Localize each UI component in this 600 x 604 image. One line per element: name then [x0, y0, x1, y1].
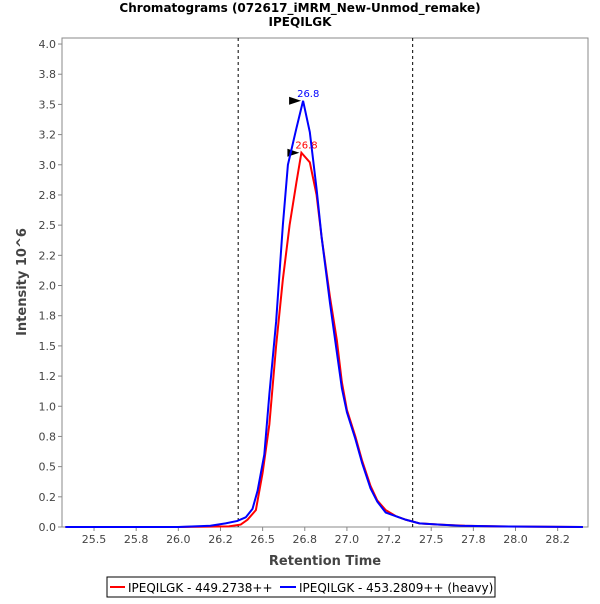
y-tick-label: 0.2 — [39, 491, 57, 504]
plot-area — [61, 37, 589, 528]
y-tick-label: 3.2 — [39, 129, 57, 142]
x-tick-label: 26.8 — [293, 533, 318, 546]
y-tick-label: 3.5 — [39, 98, 57, 111]
x-tick-label: 27.2 — [377, 533, 402, 546]
x-tick-label: 26.2 — [208, 533, 233, 546]
x-tick-label: 27.5 — [419, 533, 444, 546]
series-line-1 — [65, 100, 583, 528]
y-tick-label: 3.0 — [39, 159, 57, 172]
y-tick-label: 1.8 — [39, 310, 57, 323]
peak-label: 26.8 — [295, 141, 317, 152]
y-tick-label: 1.5 — [39, 340, 57, 353]
y-tick-label: 0.5 — [39, 461, 57, 474]
y-tick-label: 2.8 — [39, 189, 57, 202]
x-axis-label: Retention Time — [269, 554, 381, 569]
y-axis-label: Intensity 10^6 — [15, 228, 30, 336]
y-tick-label: 0.8 — [39, 430, 57, 443]
y-tick-label: 2.0 — [39, 280, 57, 293]
x-tick-label: 26.0 — [166, 533, 191, 546]
y-tick-label: 3.8 — [39, 68, 57, 81]
x-tick-label: 27.8 — [461, 533, 486, 546]
legend — [106, 576, 496, 598]
legend-label-heavy: IPEQILGK - 453.2809++ (heavy) — [299, 581, 493, 595]
x-tick-label: 28.2 — [545, 533, 570, 546]
legend-label-light: IPEQILGK - 449.2738++ — [128, 581, 273, 595]
x-tick-label: 27.0 — [335, 533, 360, 546]
peak-marker-icon — [289, 96, 302, 105]
x-tick-label: 25.8 — [124, 533, 149, 546]
x-tick-label: 25.5 — [82, 533, 107, 546]
y-tick-label: 4.0 — [39, 38, 57, 51]
y-tick-label: 2.2 — [39, 249, 57, 262]
y-tick-label: 0.0 — [39, 521, 57, 534]
y-tick-label: 1.0 — [39, 400, 57, 413]
peak-label: 26.8 — [297, 89, 319, 100]
y-tick-label: 1.2 — [39, 370, 57, 383]
x-tick-label: 26.5 — [250, 533, 275, 546]
y-tick-label: 2.5 — [39, 219, 57, 232]
x-tick-label: 28.0 — [503, 533, 528, 546]
chart-subtitle: IPEQILGK — [269, 15, 333, 29]
chart-title: Chromatograms (072617_iMRM_New-Unmod_rem… — [119, 1, 480, 16]
